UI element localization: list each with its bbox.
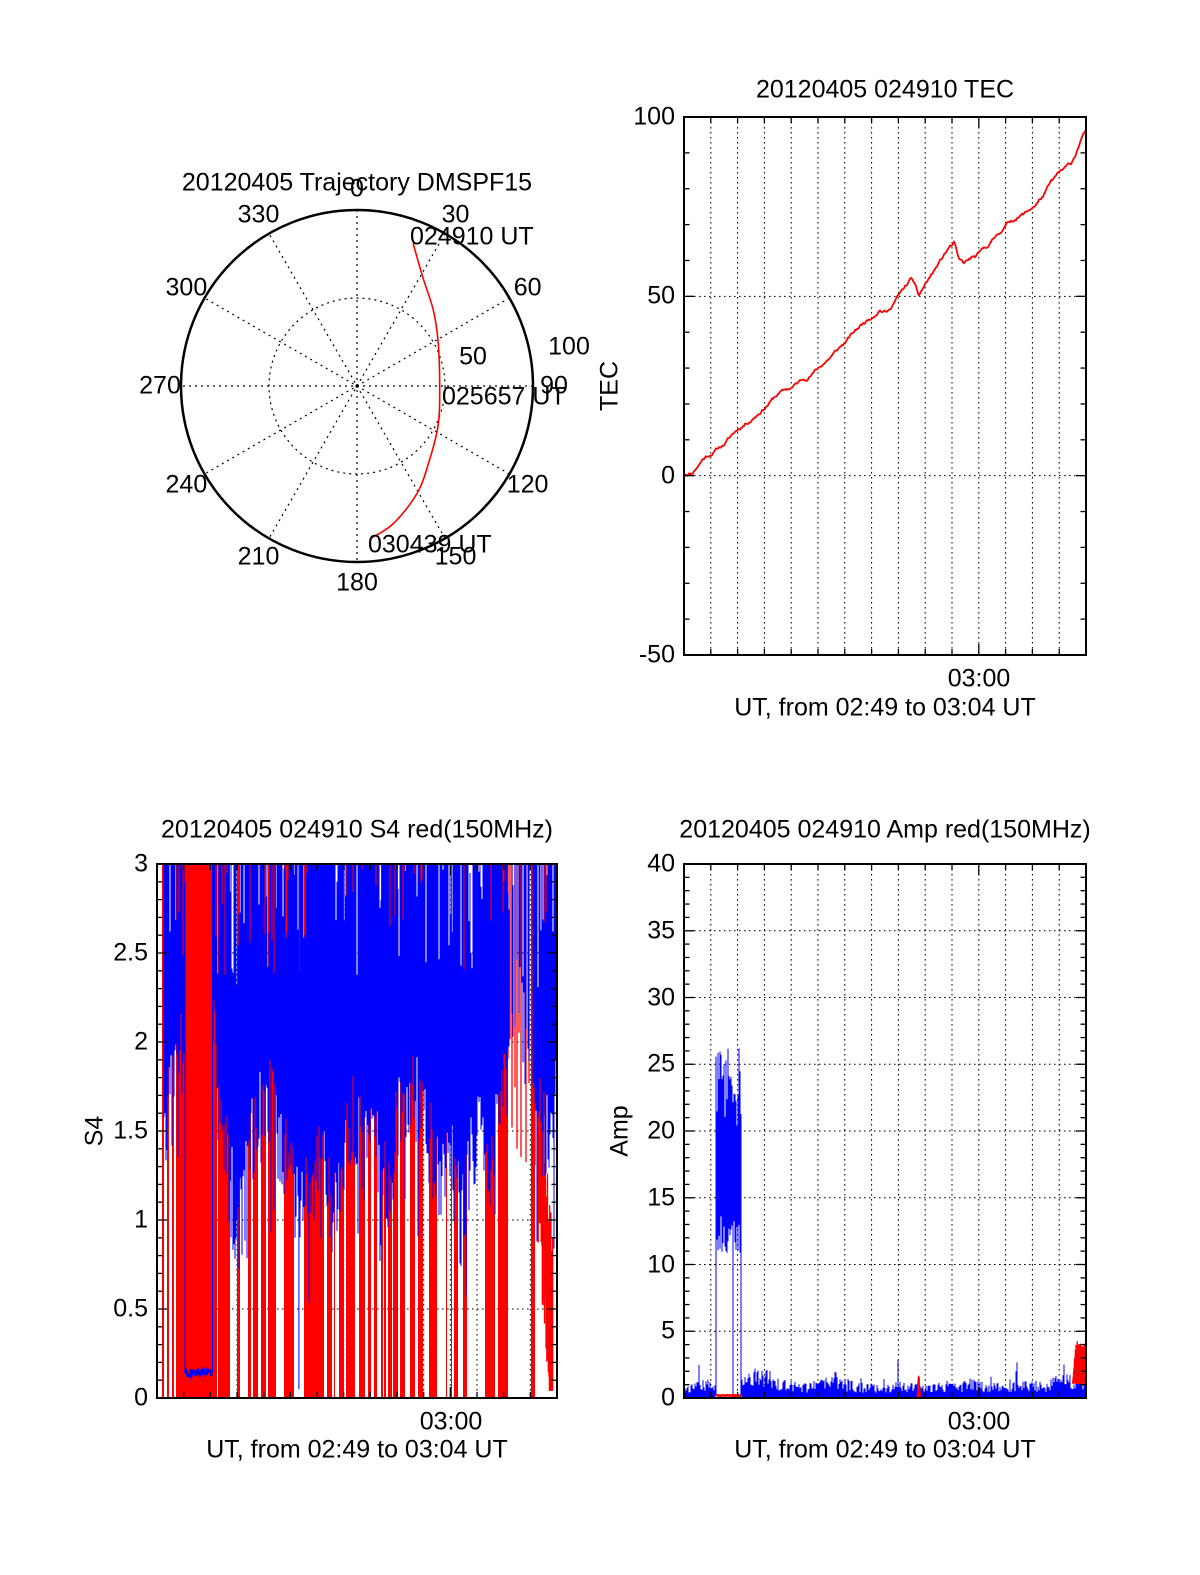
polar-angle-label: 240 bbox=[165, 470, 208, 498]
y-tick-label: 10 bbox=[647, 1250, 675, 1278]
s4-title: 20120405 024910 S4 red(150MHz) bbox=[161, 815, 553, 844]
polar-angle-label: 300 bbox=[165, 273, 208, 301]
polar-angle-label: 150 bbox=[434, 542, 477, 571]
polar-angle-label: 210 bbox=[237, 542, 280, 571]
polar-circle-50 bbox=[268, 297, 446, 475]
y-tick-label: 0 bbox=[661, 1383, 675, 1412]
y-tick-label: 25 bbox=[647, 1049, 675, 1078]
y-tick-label: -50 bbox=[638, 640, 675, 669]
polar-angle-label: 330 bbox=[237, 200, 280, 229]
y-tick-label: 1.5 bbox=[113, 1116, 148, 1145]
y-tick-label: 0 bbox=[661, 461, 675, 490]
polar-angle-label: 180 bbox=[336, 568, 378, 597]
amp-blue-strokes bbox=[683, 1048, 1087, 1398]
data-layer bbox=[162, 864, 558, 1398]
y-tick-label: 40 bbox=[647, 849, 675, 878]
y-tick-label: 100 bbox=[633, 102, 675, 131]
y-tick-label: 15 bbox=[647, 1183, 675, 1212]
data-layer bbox=[683, 1048, 1087, 1398]
axes-layer bbox=[156, 863, 558, 1399]
trajectory-annotation: 025657 UT bbox=[442, 382, 566, 411]
polar-center-dot bbox=[355, 384, 359, 388]
y-tick-label: 2 bbox=[134, 1027, 148, 1056]
amp-chart bbox=[683, 863, 1087, 1399]
tec-chart bbox=[683, 116, 1087, 656]
s4-xtick-label: 03:00 bbox=[419, 1407, 483, 1436]
plot-box bbox=[683, 116, 1087, 656]
tec-xlabel: UT, from 02:49 to 03:04 UT bbox=[734, 693, 1036, 722]
polar-title: 20120405 Trajectory DMSPF15 bbox=[181, 168, 533, 197]
axes-layer bbox=[683, 863, 1087, 1399]
polar-circle-100 bbox=[179, 208, 535, 564]
grid-layer bbox=[684, 864, 1086, 1398]
polar-angle-label: 120 bbox=[506, 470, 549, 498]
y-tick-label: 0 bbox=[134, 1383, 148, 1412]
y-tick-label: 30 bbox=[647, 983, 675, 1011]
s4-xlabel: UT, from 02:49 to 03:04 UT bbox=[206, 1435, 508, 1464]
data-layer bbox=[683, 128, 1087, 477]
amp-xlabel: UT, from 02:49 to 03:04 UT bbox=[734, 1435, 1036, 1464]
amp-xtick-label: 03:00 bbox=[947, 1407, 1011, 1436]
y-tick-label: 5 bbox=[661, 1316, 675, 1345]
s4-chart bbox=[156, 863, 558, 1399]
s4-blue-flat-segment bbox=[183, 1365, 213, 1381]
tec-ylabel: TEC bbox=[595, 361, 624, 411]
trajectory-annotation: 030439 UT bbox=[368, 530, 492, 559]
polar-angle-label: 270 bbox=[139, 371, 181, 400]
polar-trajectory-chart bbox=[179, 208, 535, 564]
y-tick-label: 35 bbox=[647, 916, 675, 945]
polar-angle-label: 30 bbox=[441, 200, 470, 229]
y-tick-label: 2.5 bbox=[113, 938, 148, 967]
polar-radial-label: 50 bbox=[459, 342, 487, 371]
tec-title: 20120405 024910 TEC bbox=[755, 75, 1015, 104]
polar-angle-label: 90 bbox=[540, 371, 568, 400]
s4-blue-strokes bbox=[163, 864, 558, 1390]
trajectory-annotation: 024910 UT bbox=[410, 222, 534, 251]
y-tick-label: 3 bbox=[134, 849, 148, 878]
y-tick-label: 20 bbox=[647, 1116, 675, 1145]
y-tick-label: 0.5 bbox=[113, 1294, 148, 1323]
amp-title: 20120405 024910 Amp red(150MHz) bbox=[679, 815, 1091, 844]
polar-radial-label: 100 bbox=[548, 332, 590, 361]
y-tick-label: 50 bbox=[647, 281, 675, 310]
polar-angle-label: 0 bbox=[350, 174, 364, 203]
grid-layer bbox=[684, 117, 1086, 655]
y-tick-label: 1 bbox=[134, 1205, 148, 1234]
tec-xtick-label: 03:00 bbox=[947, 664, 1011, 693]
trajectory-path bbox=[369, 243, 441, 540]
polar-angle-label: 60 bbox=[513, 273, 542, 301]
axes-layer bbox=[683, 116, 1087, 656]
amp-ylabel: Amp bbox=[605, 1105, 634, 1157]
tec-line bbox=[683, 128, 1087, 477]
s4-ylabel: S4 bbox=[80, 1115, 109, 1147]
